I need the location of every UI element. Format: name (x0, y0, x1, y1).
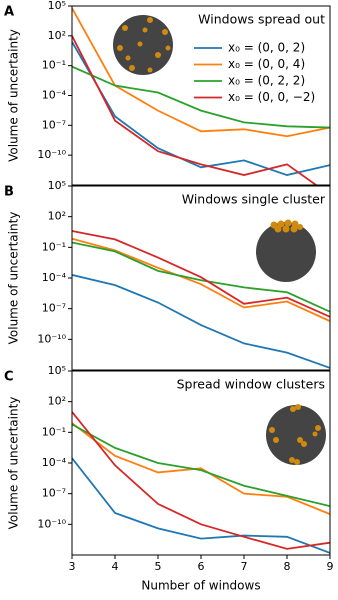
y-tick-label: 10² (48, 395, 66, 408)
sphere-b (256, 219, 316, 282)
series-line (72, 241, 330, 313)
sphere-c (266, 404, 326, 465)
legend-label: x₀ = (0, 0, 4) (228, 57, 305, 71)
series-line (72, 237, 330, 322)
y-tick-label: 10⁵ (48, 179, 66, 192)
y-axis-label: Volume of uncertainty (7, 212, 21, 345)
series-line (72, 230, 330, 318)
series-line (72, 35, 318, 185)
y-tick-label: 10⁻¹⁰ (37, 517, 66, 530)
y-tick-label: 10² (48, 29, 66, 42)
y-tick-label: 10⁵ (48, 364, 66, 377)
y-axis-label: Volume of uncertainty (7, 29, 21, 162)
chart-title: Windows single cluster (182, 192, 326, 207)
series-line (72, 65, 330, 129)
x-tick-label: 8 (284, 560, 291, 573)
y-tick-label: 10⁻¹ (42, 59, 66, 72)
y-tick-label: 10⁻⁴ (42, 456, 67, 469)
legend-label: x₀ = (0, 0, −2) (228, 90, 315, 104)
sphere-a (113, 15, 173, 75)
y-tick-label: 10⁻¹ (42, 425, 66, 438)
series-line (72, 274, 330, 369)
panel-label: B (4, 185, 14, 200)
panel-label: C (4, 370, 14, 385)
series-line (72, 7, 330, 138)
series-line (72, 423, 330, 508)
y-tick-label: 10⁻⁷ (42, 118, 66, 131)
x-tick-label: 9 (327, 560, 334, 573)
y-tick-label: 10⁻¹ (42, 240, 66, 253)
y-tick-label: 10⁻¹⁰ (37, 148, 66, 161)
y-tick-label: 10⁻⁷ (42, 302, 66, 315)
x-tick-label: 3 (69, 560, 76, 573)
chart-title: Spread window clusters (177, 377, 325, 392)
x-axis-label: Number of windows (141, 579, 260, 593)
series-line (72, 457, 330, 554)
y-axis-label: Volume of uncertainty (7, 397, 21, 530)
chart-title: Windows spread out (198, 12, 325, 27)
y-tick-label: 10⁻¹⁰ (37, 332, 66, 345)
x-tick-label: 6 (198, 560, 205, 573)
y-tick-label: 10⁵ (48, 0, 66, 12)
series-line (72, 411, 330, 550)
x-tick-label: 5 (155, 560, 162, 573)
y-tick-label: 10⁻⁷ (42, 487, 66, 500)
y-tick-label: 10² (48, 210, 66, 223)
x-tick-label: 7 (241, 560, 248, 573)
y-tick-label: 10⁻⁴ (42, 89, 67, 102)
x-tick-label: 4 (112, 560, 119, 573)
panel-label: A (4, 5, 14, 20)
y-tick-label: 10⁻⁴ (42, 271, 67, 284)
legend-label: x₀ = (0, 0, 2) (228, 41, 305, 55)
series-line (72, 41, 330, 176)
legend-label: x₀ = (0, 2, 2) (228, 74, 305, 88)
